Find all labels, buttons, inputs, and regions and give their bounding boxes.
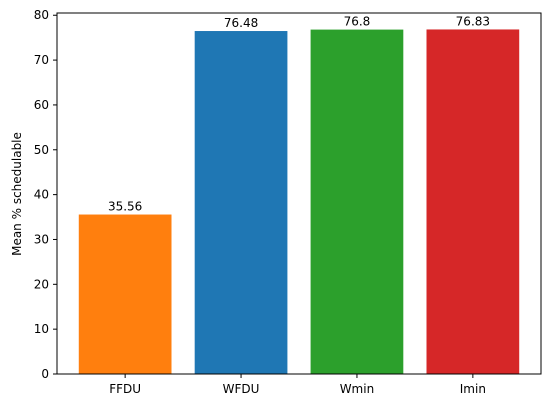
y-tick-label: 20 [34, 277, 49, 291]
y-tick-label: 0 [41, 367, 49, 381]
bar-ffdu [78, 214, 172, 374]
x-tick-label-imin: Imin [460, 382, 486, 396]
axes-layer: FFDU WFDU Wmin Imin 0 10 20 30 40 50 60 70 80 [34, 8, 542, 396]
y-axis-label: Mean % schedulable [10, 132, 24, 256]
y-tick-label: 80 [34, 8, 49, 22]
bar-wmin [310, 29, 404, 375]
data-label-wmin: 76.8 [344, 15, 371, 29]
x-tick-label-wmin: Wmin [340, 382, 375, 396]
x-tick-label-ffdu: FFDU [109, 382, 141, 396]
y-tick-label: 60 [34, 98, 49, 112]
data-labels-layer: 35.56 76.48 76.8 76.83 [108, 14, 490, 213]
plot-frame [56, 12, 542, 375]
data-label-imin: 76.83 [456, 14, 490, 28]
y-tick-label: 70 [34, 53, 49, 67]
y-tick-label: 50 [34, 143, 49, 157]
y-tick-label: 30 [34, 232, 49, 246]
bar-wfdu [194, 31, 288, 375]
data-label-ffdu: 35.56 [108, 200, 142, 214]
bars-layer [78, 29, 520, 375]
bar-imin [426, 29, 520, 375]
y-tick-label: 10 [34, 322, 49, 336]
y-tick-label: 40 [34, 188, 49, 202]
data-label-wfdu: 76.48 [224, 16, 258, 30]
x-tick-label-wfdu: WFDU [223, 382, 260, 396]
